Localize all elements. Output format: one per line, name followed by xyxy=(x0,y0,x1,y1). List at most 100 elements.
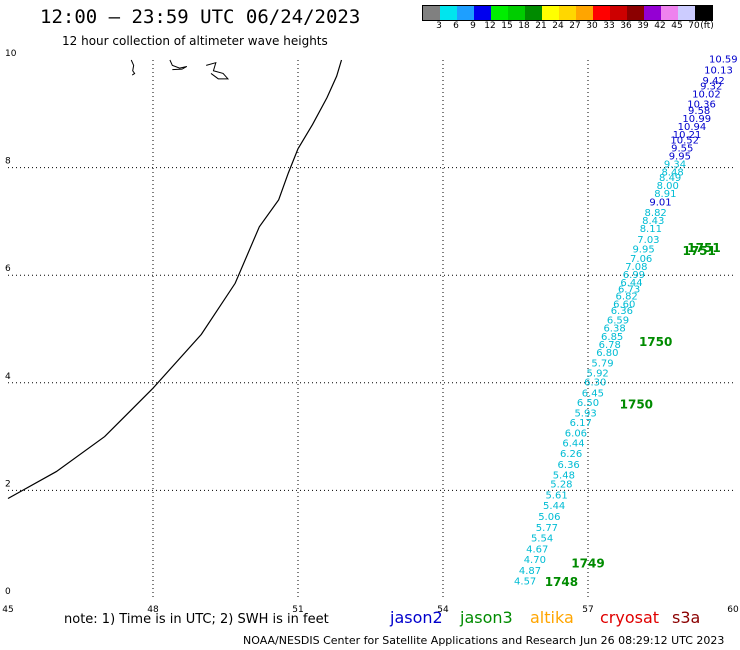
colorbar-label: 70 xyxy=(688,21,700,31)
x-tick-label: 48 xyxy=(147,605,159,615)
swh-label: 10.52 xyxy=(670,135,699,146)
x-tick-label: 57 xyxy=(582,605,593,615)
colorbar-label: (ft) xyxy=(700,21,714,31)
swh-label: 5.61 xyxy=(545,490,567,501)
colorbar-swatch xyxy=(525,6,542,20)
swh-label: 6.50 xyxy=(577,398,599,409)
colorbar-swatch xyxy=(644,6,661,20)
swh-label: 10.99 xyxy=(682,114,711,125)
colorbar-label: 33 xyxy=(603,21,615,31)
swh-label: 6.36 xyxy=(558,460,580,471)
swh-label: 6.99 xyxy=(623,270,645,281)
colorbar-swatch xyxy=(593,6,610,20)
swh-label: 5.44 xyxy=(543,501,565,512)
colorbar-label: 39 xyxy=(637,21,649,31)
swh-label: 10.36 xyxy=(687,99,716,110)
legend-cryosat: cryosat xyxy=(600,608,660,627)
swh-label: 9.58 xyxy=(688,106,710,117)
swh-label: 6.44 xyxy=(562,438,584,449)
swh-label: 4.57 xyxy=(514,577,536,588)
colorbar-label: 21 xyxy=(535,21,547,31)
swh-label: 6.44 xyxy=(620,278,642,289)
colorbar-swatch xyxy=(440,6,457,20)
swh-label: 8.48 xyxy=(661,168,683,179)
colorbar-label: 18 xyxy=(518,21,530,31)
colorbar-swatch xyxy=(559,6,576,20)
x-tick-label: 51 xyxy=(292,605,303,615)
y-tick-label: 0 xyxy=(5,587,11,597)
swh-label: 8.49 xyxy=(659,173,681,184)
swh-label: 7.08 xyxy=(625,262,647,273)
colorbar-label: 3 xyxy=(436,21,442,31)
swh-label: 6.82 xyxy=(616,291,638,302)
swh-label: 6.45 xyxy=(582,388,604,399)
swh-label: 8.43 xyxy=(642,216,664,227)
colorbar-swatch xyxy=(542,6,559,20)
swh-label: 6.17 xyxy=(570,418,592,429)
swh-label: 10.02 xyxy=(692,90,721,101)
swh-label: 9.95 xyxy=(632,245,654,256)
colorbar-label: 24 xyxy=(552,21,564,31)
colorbar-label: 42 xyxy=(654,21,666,31)
swh-label: 8.00 xyxy=(657,181,679,192)
swh-label: 6.26 xyxy=(560,449,582,460)
x-tick-label: 45 xyxy=(2,605,13,615)
swh-label: 6.59 xyxy=(607,316,629,327)
colorbar-label: 45 xyxy=(671,21,683,31)
swh-label: 5.92 xyxy=(587,368,609,379)
swh-label: 5.54 xyxy=(531,534,553,545)
swh-label: 6.85 xyxy=(601,332,623,343)
x-tick-label: 54 xyxy=(437,605,449,615)
chart-title: 12:00 – 23:59 UTC 06/24/2023 xyxy=(40,6,361,28)
time-label: 1751 xyxy=(687,241,720,255)
colorbar-label: 30 xyxy=(586,21,598,31)
swh-label: 10.59 xyxy=(709,55,738,66)
swh-label: 8.11 xyxy=(640,224,662,235)
swh-label: 9.32 xyxy=(700,82,722,93)
colorbar-swatch xyxy=(678,6,695,20)
time-label: 1751 xyxy=(682,244,715,258)
swh-label: 5.79 xyxy=(591,359,613,370)
swh-label: 5.48 xyxy=(553,471,575,482)
swh-label: 9.01 xyxy=(649,197,671,208)
swh-label: 6.06 xyxy=(565,429,587,440)
swh-label: 4.70 xyxy=(524,555,546,566)
swh-label: 10.13 xyxy=(704,65,733,76)
colorbar-swatch xyxy=(474,6,491,20)
time-label: 1750 xyxy=(639,335,672,349)
swh-label: 8.82 xyxy=(645,208,667,219)
swh-label: 7.03 xyxy=(637,235,659,246)
y-tick-label: 6 xyxy=(5,264,11,274)
swh-label: 7.06 xyxy=(630,254,652,265)
time-label: 1749 xyxy=(571,556,604,570)
colorbar-label: 9 xyxy=(470,21,476,31)
colorbar-swatch xyxy=(661,6,678,20)
swh-label: 6.80 xyxy=(596,348,618,359)
legend-jason2: jason2 xyxy=(390,608,443,627)
colorbar-swatch xyxy=(695,6,712,20)
colorbar-swatch xyxy=(457,6,474,20)
units-note: note: 1) Time is in UTC; 2) SWH is in fe… xyxy=(64,612,329,627)
swh-label: 5.28 xyxy=(550,480,572,491)
swh-label: 4.67 xyxy=(526,544,548,555)
swh-label: 9.95 xyxy=(669,152,691,163)
colorbar-swatch xyxy=(508,6,525,20)
swh-label: 10.94 xyxy=(678,122,707,133)
colorbar-label: 12 xyxy=(484,21,496,31)
legend-jason3: jason3 xyxy=(460,608,513,627)
swh-label: 10.21 xyxy=(673,130,702,141)
x-tick-label: 60 xyxy=(727,605,739,615)
swh-label: 6.78 xyxy=(599,340,621,351)
colorbar-label: 36 xyxy=(620,21,632,31)
island-outline xyxy=(206,61,230,80)
colorbar-legend xyxy=(422,5,713,21)
coastline xyxy=(7,59,343,499)
swh-label: 5.93 xyxy=(574,409,596,420)
swh-label: 8.91 xyxy=(654,189,676,200)
swh-label: 6.60 xyxy=(613,299,635,310)
legend-altika: altika xyxy=(530,608,574,627)
colorbar-swatch xyxy=(610,6,627,20)
y-tick-label: 4 xyxy=(5,372,11,382)
swh-label: 5.06 xyxy=(538,512,560,523)
